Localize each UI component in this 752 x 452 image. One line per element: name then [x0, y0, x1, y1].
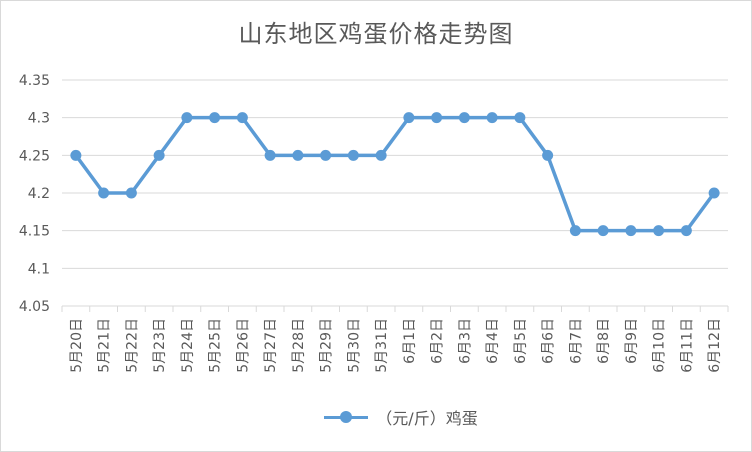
x-tick-label: 6月12日 — [707, 318, 723, 373]
x-tick-label: 5月28日 — [291, 318, 307, 373]
legend-line-marker-icon — [324, 410, 369, 424]
data-point — [264, 149, 276, 161]
x-tick-label: 5月20日 — [69, 318, 85, 373]
y-tick-label: 4.1 — [28, 261, 50, 277]
data-point — [236, 112, 248, 124]
x-tick-label: 6月11日 — [679, 318, 695, 373]
data-point — [625, 225, 637, 237]
chart-title: 山东地区鸡蛋价格走势图 — [238, 20, 514, 48]
data-point — [70, 149, 82, 161]
data-point — [653, 225, 665, 237]
x-tick-label: 5月21日 — [97, 318, 113, 373]
data-point — [486, 112, 498, 124]
data-point — [153, 149, 165, 161]
x-tick-label: 6月4日 — [485, 318, 501, 364]
y-tick-label: 4.2 — [28, 186, 50, 202]
series-line — [74, 115, 716, 233]
data-point — [347, 149, 359, 161]
x-tick-label: 6月2日 — [430, 318, 446, 364]
data-point — [458, 112, 470, 124]
data-point — [708, 187, 720, 199]
x-tick-label: 6月8日 — [596, 318, 612, 364]
x-tick-label: 5月30日 — [346, 318, 362, 373]
x-tick-label: 6月5日 — [513, 318, 529, 364]
legend-label: （元/斤）鸡蛋 — [376, 409, 478, 428]
x-tick-label: 5月23日 — [152, 318, 168, 373]
data-point — [431, 112, 443, 124]
x-tick-label: 5月26日 — [235, 318, 251, 373]
x-tick-label: 5月25日 — [208, 318, 224, 373]
y-tick-label: 4.3 — [28, 111, 50, 127]
data-point — [514, 112, 526, 124]
chart-legend: （元/斤）鸡蛋 — [0, 405, 752, 429]
x-tick-label: 6月3日 — [457, 318, 473, 364]
data-point — [680, 225, 692, 237]
data-point — [375, 149, 387, 161]
data-point — [542, 149, 554, 161]
x-tick-label: 6月7日 — [568, 318, 584, 364]
x-tick-label: 5月27日 — [263, 318, 279, 373]
x-tick-label: 6月1日 — [402, 318, 418, 364]
x-tick-label: 5月31日 — [374, 318, 390, 373]
x-tick-label: 5月24日 — [180, 318, 196, 373]
data-point — [209, 112, 221, 124]
y-tick-label: 4.05 — [19, 299, 50, 315]
data-point — [125, 187, 137, 199]
y-tick-label: 4.25 — [19, 148, 50, 164]
x-tick-label: 6月10日 — [652, 318, 668, 373]
data-point — [98, 187, 110, 199]
y-tick-label: 4.35 — [19, 73, 50, 89]
x-tick-label: 6月6日 — [541, 318, 557, 364]
x-tick-label: 6月9日 — [624, 318, 640, 364]
data-point — [597, 225, 609, 237]
data-point — [181, 112, 193, 124]
data-point — [569, 225, 581, 237]
data-point — [403, 112, 415, 124]
data-point — [292, 149, 304, 161]
x-tick-label: 5月22日 — [124, 318, 140, 373]
y-tick-label: 4.15 — [19, 224, 50, 240]
x-tick-label: 5月29日 — [319, 318, 335, 373]
data-point — [320, 149, 332, 161]
